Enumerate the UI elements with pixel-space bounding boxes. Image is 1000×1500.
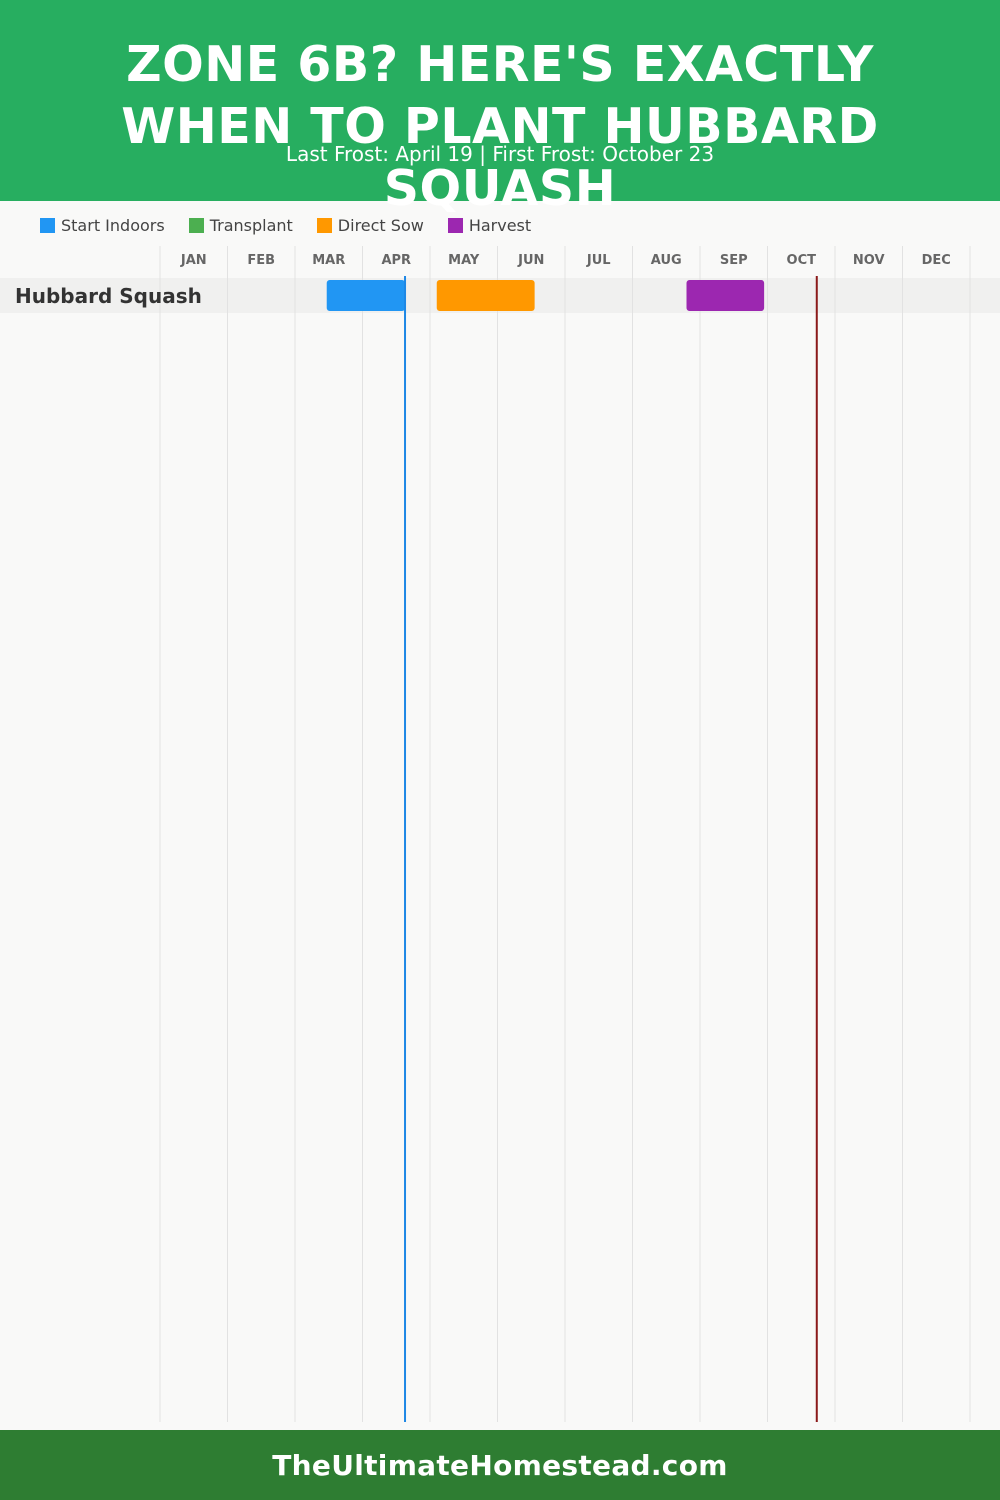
month-label-feb: FEB xyxy=(247,253,275,268)
legend-item-start-indoors: Start Indoors xyxy=(40,216,165,235)
task-bar-harvest xyxy=(686,280,765,311)
month-label-aug: AUG xyxy=(651,253,682,268)
legend-label-direct-sow: Direct Sow xyxy=(337,215,424,235)
planting-calendar-chart: JAN FEB MAR APR MAY JUN JUL AUG SEP OCT NOV DEC Hubb… xyxy=(15,246,971,1422)
footer-banner: TheUltimateHomestead.com xyxy=(0,1430,1000,1500)
task-bar-direct-sow xyxy=(436,280,535,311)
month-label-dec: DEC xyxy=(922,253,951,268)
legend-label-harvest: Harvest xyxy=(468,215,532,235)
page-title: ZONE 6B? HERE'S EXACTLY WHEN TO PLANT HU… xyxy=(0,34,1000,220)
legend-label-start-indoors: Start Indoors xyxy=(61,215,165,235)
legend-item-direct-sow: Direct Sow xyxy=(316,215,424,235)
month-label-jun: JUN xyxy=(517,253,544,268)
title-line-1: ZONE 6B? HERE'S EXACTLY xyxy=(126,36,874,93)
month-label-jan: JAN xyxy=(180,253,207,268)
title-line-2: WHEN TO PLANT HUBBARD xyxy=(121,98,879,155)
task-bar-start-indoors xyxy=(326,280,406,311)
legend-swatch-start-indoors xyxy=(40,217,55,233)
title-line-3: SQUASH xyxy=(383,160,617,217)
crop-label: Hubbard Squash xyxy=(15,284,202,308)
month-label-jul: JUL xyxy=(586,253,611,268)
month-label-sep: SEP xyxy=(720,253,748,268)
legend-item-transplant: Transplant xyxy=(188,215,293,235)
month-label-apr: APR xyxy=(381,253,411,268)
month-label-mar: MAR xyxy=(312,253,345,268)
legend-swatch-direct-sow xyxy=(316,217,332,233)
chart-legend: Start Indoors Transplant Direct Sow Harv… xyxy=(40,213,531,237)
month-label-may: MAY xyxy=(448,253,480,268)
header-banner: ZONE 6B? HERE'S EXACTLY WHEN TO PLANT HU… xyxy=(0,0,1000,217)
legend-swatch-harvest xyxy=(447,217,463,233)
legend-label-transplant: Transplant xyxy=(209,215,293,235)
site-name[interactable]: TheUltimateHomestead.com xyxy=(272,1448,728,1482)
legend-swatch-transplant xyxy=(188,217,204,233)
legend-item-harvest: Harvest xyxy=(447,215,532,235)
month-label-oct: OCT xyxy=(787,253,817,268)
month-label-nov: NOV xyxy=(853,253,885,268)
frost-dates-subtitle: Last Frost: April 19 | First Frost: Octo… xyxy=(285,142,715,166)
